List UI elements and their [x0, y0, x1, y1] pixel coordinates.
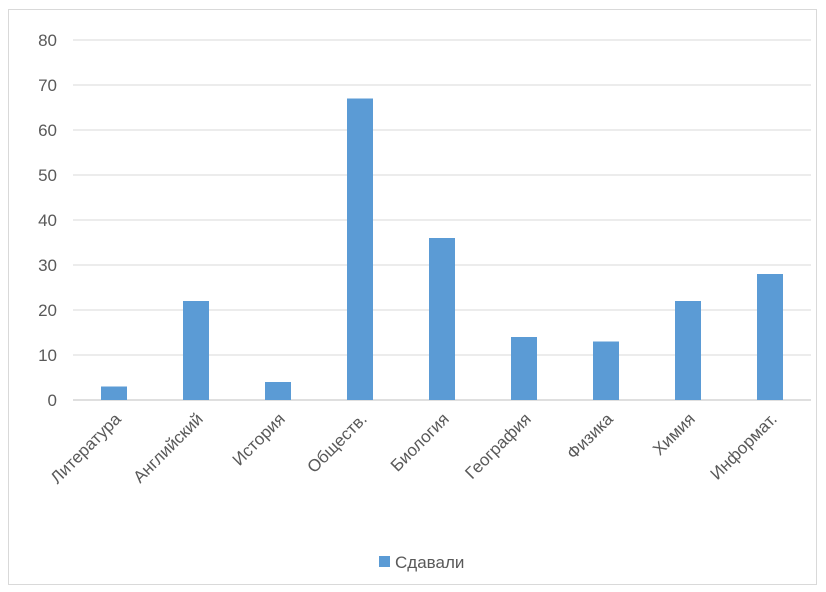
legend: Сдавали: [379, 553, 464, 572]
bar-2: [265, 382, 291, 400]
bar-8: [757, 274, 783, 400]
x-axis-category-labels: Литература Английский История Обществ. Биоло…: [47, 409, 781, 487]
bar-0: [101, 386, 127, 400]
bar-6: [593, 341, 619, 400]
x-category-label: Информат.: [707, 409, 781, 483]
y-tick-label: 10: [38, 346, 57, 365]
y-tick-label: 80: [38, 31, 57, 50]
y-tick-label: 30: [38, 256, 57, 275]
x-category-label: Английский: [129, 409, 206, 486]
x-category-label: Обществ.: [303, 409, 370, 476]
y-tick-label: 70: [38, 76, 57, 95]
bar-4: [429, 238, 455, 400]
bar-3: [347, 98, 373, 400]
bar-1: [183, 301, 209, 400]
y-tick-label: 50: [38, 166, 57, 185]
y-tick-label: 20: [38, 301, 57, 320]
x-category-label: География: [461, 409, 534, 482]
legend-label-sdavali: Сдавали: [395, 553, 464, 572]
x-category-label: Физика: [563, 409, 617, 463]
bars: [101, 98, 783, 400]
y-axis-tick-labels: 0 10 20 30 40 50 60 70 80: [38, 31, 57, 410]
y-tick-label: 0: [48, 391, 57, 410]
chart-frame: [8, 9, 817, 585]
x-category-label: Химия: [649, 409, 699, 459]
y-tick-label: 40: [38, 211, 57, 230]
legend-swatch: [379, 556, 390, 567]
x-category-label: История: [229, 409, 289, 469]
x-category-label: Биология: [387, 409, 453, 475]
bar-7: [675, 301, 701, 400]
x-category-label: Литература: [47, 409, 125, 487]
y-tick-label: 60: [38, 121, 57, 140]
bar-5: [511, 337, 537, 400]
